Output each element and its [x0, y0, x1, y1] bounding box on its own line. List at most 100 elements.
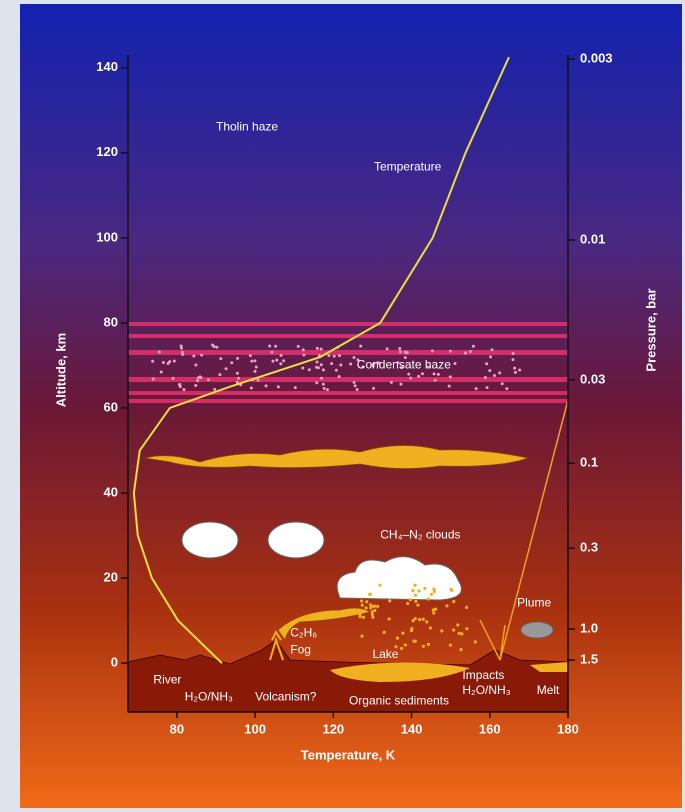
- haze-dot: [182, 388, 186, 392]
- haze-dot: [213, 387, 217, 391]
- haze-dot: [485, 362, 489, 366]
- haze-dot: [483, 375, 487, 379]
- haze-dot: [315, 346, 319, 350]
- haze-dot: [327, 354, 331, 358]
- x-tick-label: 100: [244, 721, 266, 736]
- haze-dot: [500, 382, 504, 386]
- haze-dot: [271, 359, 275, 363]
- haze-dot: [518, 368, 522, 372]
- haze-dot: [177, 383, 181, 387]
- haze-dot: [236, 356, 240, 360]
- drop: [428, 626, 432, 630]
- temperature-line: [132, 56, 510, 664]
- haze-dot: [200, 353, 204, 357]
- haze-dot: [219, 357, 223, 361]
- haze-dot: [355, 388, 359, 392]
- y-tick-label: 40: [104, 484, 118, 499]
- drop: [432, 587, 436, 591]
- drop: [460, 632, 464, 636]
- haze-dot: [248, 354, 252, 358]
- drop: [417, 589, 421, 593]
- haze-dot: [151, 377, 155, 381]
- haze-dot: [511, 358, 515, 362]
- haze-dot: [339, 363, 343, 367]
- y-tick-label: 120: [96, 144, 118, 159]
- haze-dot: [474, 387, 478, 391]
- drop: [445, 604, 449, 608]
- haze-dot: [337, 375, 341, 379]
- y2-tick-label: 0.03: [580, 371, 605, 386]
- haze-dot: [194, 363, 198, 367]
- drop: [373, 608, 377, 612]
- y-tick-label: 80: [104, 314, 118, 329]
- drop: [413, 583, 417, 587]
- x-tick-label: 160: [479, 721, 501, 736]
- haze-dot: [253, 359, 257, 363]
- annotation: Volcanism?: [255, 689, 317, 703]
- drop: [431, 608, 435, 612]
- drop: [421, 617, 425, 621]
- haze-dot: [405, 351, 409, 355]
- haze-dots: [151, 343, 522, 392]
- drop: [409, 628, 414, 633]
- drop: [413, 616, 417, 621]
- drop: [416, 603, 420, 607]
- haze-dot: [276, 385, 280, 389]
- y-tick-label: 140: [96, 59, 118, 74]
- haze-dot: [505, 387, 509, 391]
- drop: [369, 606, 373, 610]
- drop: [408, 598, 412, 602]
- drop: [378, 583, 382, 587]
- y2-tick-label: 0.1: [580, 455, 598, 470]
- haze-dot: [447, 384, 451, 388]
- haze-dot: [224, 367, 228, 371]
- haze-dot: [194, 383, 198, 387]
- annotation: Lake: [372, 647, 398, 661]
- haze-dot: [321, 382, 325, 386]
- haze-dot: [168, 360, 172, 364]
- haze-dot: [282, 359, 286, 363]
- drop: [421, 644, 425, 648]
- annotation: C₂H₆: [290, 626, 317, 640]
- x-tick-label: 180: [557, 721, 579, 736]
- haze-dot: [159, 370, 163, 374]
- drop: [413, 593, 418, 597]
- drop: [456, 623, 460, 627]
- drop: [426, 597, 430, 601]
- melt: [530, 662, 568, 672]
- haze-dot: [511, 352, 515, 356]
- haze-dot: [426, 365, 430, 369]
- haze-dot: [349, 362, 353, 366]
- haze-dot: [361, 365, 365, 369]
- haze-dot: [398, 346, 402, 350]
- drop: [360, 634, 364, 638]
- y2-tick-label: 0.01: [580, 231, 605, 246]
- drop: [365, 600, 369, 604]
- haze-dot: [279, 353, 283, 357]
- annotation: CH₄–N₂ clouds: [380, 528, 460, 542]
- haze-dot: [409, 376, 413, 380]
- haze-dot: [385, 347, 389, 351]
- haze-dot: [198, 375, 202, 379]
- haze-dot: [302, 353, 306, 357]
- y-tick-label: 0: [111, 655, 118, 670]
- haze-dot: [430, 349, 434, 353]
- drop: [473, 640, 477, 644]
- drop: [368, 592, 372, 596]
- haze-dot: [236, 376, 240, 380]
- haze-dot: [315, 381, 319, 385]
- drop: [417, 618, 422, 622]
- haze-dot: [371, 364, 375, 368]
- drop: [450, 588, 454, 593]
- haze-dot: [296, 344, 300, 348]
- y2-tick-label: 0.003: [580, 51, 613, 66]
- haze-dot: [463, 351, 467, 355]
- haze-dot: [332, 354, 336, 358]
- haze-dot: [356, 358, 360, 362]
- haze-dot: [151, 359, 155, 363]
- series-label: Temperature: [374, 159, 442, 173]
- haze-dot: [325, 388, 329, 392]
- haze-dot: [359, 344, 363, 348]
- haze-dot: [432, 372, 436, 376]
